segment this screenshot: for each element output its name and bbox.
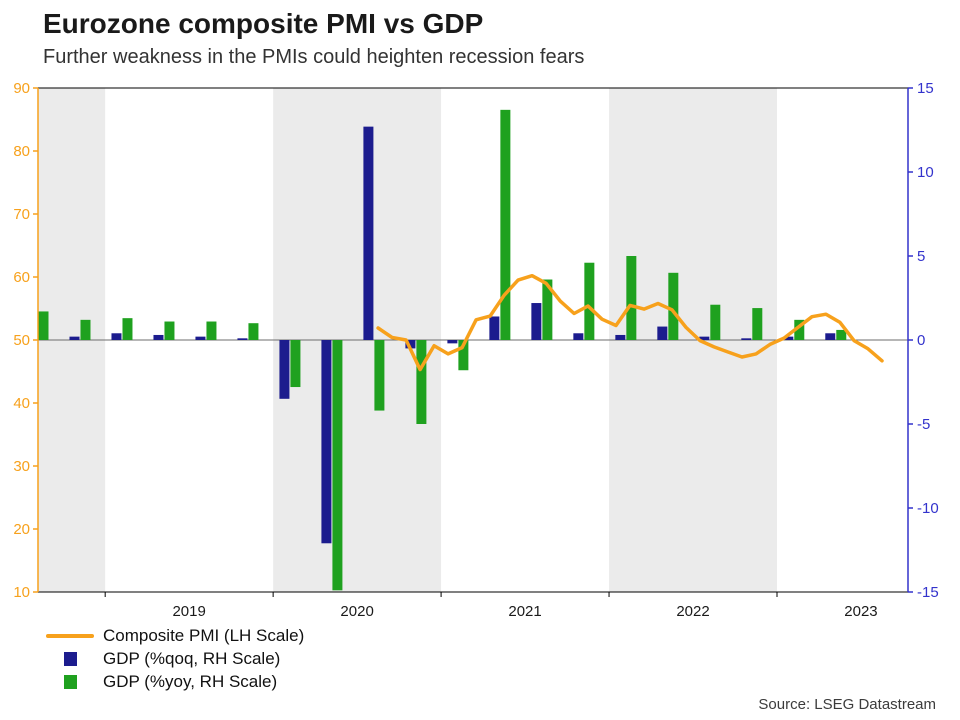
gdp-yoy-bars — [38, 109, 847, 591]
legend-label-pmi: Composite PMI (LH Scale) — [103, 625, 305, 645]
gdp-yoy-bar — [794, 319, 805, 340]
gdp-yoy-bar — [668, 272, 679, 340]
gdp-yoy-bar — [836, 329, 847, 340]
legend-item-composite-pmi: Composite PMI (LH Scale) — [46, 624, 304, 647]
composite-pmi-line — [376, 273, 884, 372]
gdp-yoy-bar — [752, 308, 763, 340]
gdp-yoy-bar — [122, 318, 133, 340]
gdp-qoq-swatch-box — [46, 651, 94, 666]
gdp-yoy-bar — [80, 319, 91, 340]
left-axis-tick-label: 90 — [13, 80, 30, 97]
gdp-qoq-bar — [363, 126, 374, 340]
gdp-yoy-swatch-box — [46, 674, 94, 689]
gdp-qoq-bar — [447, 340, 458, 344]
gdp-qoq-bar — [783, 336, 794, 340]
legend-label-gdp-qoq: GDP (%qoq, RH Scale) — [103, 648, 281, 668]
gdp-yoy-bar — [500, 109, 511, 340]
gdp-yoy-bar — [584, 262, 595, 340]
legend-item-gdp-qoq: GDP (%qoq, RH Scale) — [46, 647, 304, 670]
gdp-yoy-bar — [38, 311, 49, 340]
x-axis-year-label: 2019 — [172, 603, 205, 620]
gdp-qoq-bar — [237, 338, 248, 340]
chart-subtitle: Further weakness in the PMIs could heigh… — [43, 46, 585, 68]
gdp-yoy-bar — [542, 279, 553, 340]
gdp-yoy-bar — [374, 340, 385, 411]
right-axis-tick-label: 15 — [917, 80, 934, 97]
pmi-line-swatch — [46, 633, 94, 638]
gdp-qoq-bar — [531, 303, 542, 340]
legend-label-gdp-yoy: GDP (%yoy, RH Scale) — [103, 671, 278, 691]
x-axis-year-label: 2021 — [508, 603, 541, 620]
x-axis-year-label: 2022 — [676, 603, 709, 620]
gdp-yoy-bar — [458, 340, 469, 371]
gdp-qoq-bar — [321, 340, 332, 544]
right-axis-tick-label: -5 — [917, 416, 930, 433]
gdp-yoy-bar — [332, 340, 343, 591]
gdp-qoq-bar — [615, 334, 626, 340]
gdp-qoq-bar — [279, 340, 290, 399]
gdp-yoy-swatch — [63, 674, 77, 689]
gdp-yoy-bar — [164, 321, 175, 340]
x-axis-year-label: 2020 — [340, 603, 373, 620]
pmi-line-swatch-box — [46, 633, 94, 638]
gdp-qoq-bar — [195, 336, 206, 340]
gdp-qoq-bar — [489, 316, 500, 340]
gdp-yoy-bar — [248, 323, 259, 340]
right-axis-tick-label: -10 — [917, 500, 939, 517]
right-axis-tick-label: 0 — [917, 332, 925, 349]
gdp-qoq-bar — [699, 336, 710, 340]
left-axis-tick-label: 60 — [13, 269, 30, 286]
gdp-qoq-swatch — [63, 651, 77, 666]
gdp-qoq-bar — [825, 333, 836, 340]
left-axis-tick-label: 50 — [13, 332, 30, 349]
left-axis-tick-label: 80 — [13, 143, 30, 160]
gdp-qoq-bar — [111, 333, 122, 340]
chart-legend: Composite PMI (LH Scale) GDP (%qoq, RH S… — [46, 624, 304, 693]
left-axis-tick-label: 40 — [13, 395, 30, 412]
gdp-yoy-bar — [710, 304, 721, 340]
gdp-qoq-bar — [69, 336, 80, 340]
right-axis-tick-label: -15 — [917, 584, 939, 601]
left-axis-tick-label: 30 — [13, 458, 30, 475]
left-axis-tick-label: 70 — [13, 206, 30, 223]
gdp-yoy-bar — [416, 340, 427, 424]
gdp-yoy-bar — [206, 321, 217, 340]
gdp-qoq-bar — [405, 340, 416, 349]
gdp-yoy-bar — [626, 256, 637, 340]
gdp-qoq-bar — [657, 326, 668, 340]
right-axis-tick-label: 5 — [917, 248, 925, 265]
left-axis-tick-label: 10 — [13, 584, 30, 601]
chart-title: Eurozone composite PMI vs GDP — [43, 8, 484, 39]
gdp-yoy-bar — [290, 340, 301, 388]
gdp-qoq-bar — [741, 338, 752, 340]
legend-item-gdp-yoy: GDP (%yoy, RH Scale) — [46, 670, 304, 693]
right-axis-tick-label: 10 — [917, 164, 934, 181]
gdp-qoq-bars — [69, 126, 836, 544]
x-axis-year-label: 2023 — [844, 603, 877, 620]
source-credit: Source: LSEG Datastream — [758, 696, 936, 713]
left-axis-tick-label: 20 — [13, 521, 30, 538]
gdp-qoq-bar — [573, 333, 584, 340]
gdp-qoq-bar — [153, 334, 164, 340]
